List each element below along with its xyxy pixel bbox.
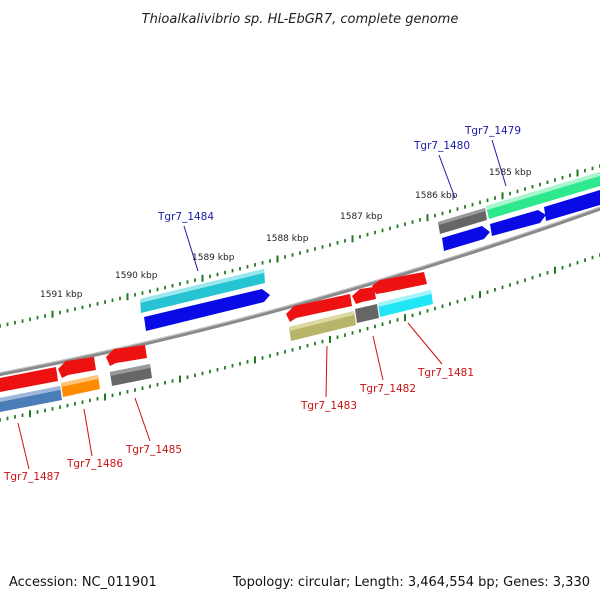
leader-tgr7-1480 xyxy=(438,154,456,199)
gene-feature-tgr7-1484-highlight xyxy=(140,269,264,303)
leader-tgr7-1481 xyxy=(407,322,443,365)
scale-label-1591: 1591 kbp xyxy=(40,290,83,300)
gene-feature-tgr7-1485-highlight xyxy=(110,364,150,376)
gene-feature-tgr7-1487-highlight xyxy=(0,386,60,402)
genome-backbone xyxy=(0,206,600,377)
gene-feature-blue-forward-d[interactable] xyxy=(144,289,270,331)
gene-feature-tgr7-1486-highlight xyxy=(61,375,98,387)
gene-label-tgr7-1486[interactable]: Tgr7_1486 xyxy=(66,458,123,470)
gene-feature-blue-forward-c[interactable] xyxy=(544,190,600,221)
forward-strand-track xyxy=(140,172,600,331)
accession-text: Accession: NC_011901 xyxy=(9,575,157,590)
gene-label-tgr7-1487[interactable]: Tgr7_1487 xyxy=(3,471,60,483)
leader-tgr7-1485 xyxy=(134,397,151,442)
scale-label-1589: 1589 kbp xyxy=(192,253,235,263)
scale-label-1587: 1587 kbp xyxy=(340,212,383,222)
gene-feature-tgr7-1481-highlight xyxy=(378,290,431,307)
gene-feature-red-reverse-b[interactable] xyxy=(352,287,376,304)
inner-tick-track xyxy=(0,253,600,422)
scale-label-1588: 1588 kbp xyxy=(266,234,309,244)
gene-label-tgr7-1481[interactable]: Tgr7_1481 xyxy=(417,367,474,379)
gene-feature-grey-forward-a[interactable] xyxy=(438,208,487,234)
gene-feature-red-reverse-e[interactable] xyxy=(58,357,96,378)
outer-tick-track xyxy=(0,164,600,328)
scale-labels: 1591 kbp 1590 kbp 1589 kbp 1588 kbp 1587… xyxy=(40,168,532,300)
gene-feature-red-reverse-a[interactable] xyxy=(286,294,352,322)
gene-label-tgr7-1482[interactable]: Tgr7_1482 xyxy=(359,383,416,395)
gene-feature-tgr7-1482[interactable] xyxy=(355,304,379,323)
gene-feature-red-reverse-d[interactable] xyxy=(0,367,58,392)
leader-tgr7-1486 xyxy=(83,408,93,457)
scale-label-1586: 1586 kbp xyxy=(415,191,458,201)
leader-tgr7-1479 xyxy=(491,139,507,187)
reverse-strand-track xyxy=(0,272,433,412)
gene-label-tgr7-1479[interactable]: Tgr7_1479 xyxy=(464,125,521,137)
gene-label-tgr7-1483[interactable]: Tgr7_1483 xyxy=(300,400,357,412)
gene-feature-tgr7-1479-highlight xyxy=(486,172,600,210)
map-title: Thioalkalivibrio sp. HL-EbGR7, complete … xyxy=(142,12,459,27)
gene-feature-tgr7-1480[interactable] xyxy=(442,226,490,251)
gene-feature-grey-forward-a-highlight xyxy=(438,208,486,225)
genome-backbone-highlight xyxy=(0,206,600,374)
gene-feature-blue-forward-b[interactable] xyxy=(490,210,546,236)
gene-label-tgr7-1480[interactable]: Tgr7_1480 xyxy=(413,140,470,152)
gene-feature-red-reverse-f[interactable] xyxy=(106,345,147,366)
gene-leader-lines xyxy=(17,139,507,470)
gene-feature-red-reverse-c[interactable] xyxy=(372,272,427,294)
gene-label-tgr7-1484[interactable]: Tgr7_1484 xyxy=(157,211,214,223)
genome-summary-text: Topology: circular; Length: 3,464,554 bp… xyxy=(232,575,590,590)
leader-tgr7-1483 xyxy=(325,345,328,398)
leader-tgr7-1487 xyxy=(17,422,30,470)
gene-labels: Tgr7_1479 Tgr7_1480 Tgr7_1484 Tgr7_1481 … xyxy=(3,125,521,483)
gene-label-tgr7-1485[interactable]: Tgr7_1485 xyxy=(125,444,182,456)
leader-tgr7-1482 xyxy=(372,335,384,381)
gene-feature-tgr7-1483-highlight xyxy=(289,311,354,331)
leader-tgr7-1484 xyxy=(183,225,199,272)
scale-label-1585: 1585 kbp xyxy=(489,168,532,178)
scale-label-1590: 1590 kbp xyxy=(115,271,158,281)
